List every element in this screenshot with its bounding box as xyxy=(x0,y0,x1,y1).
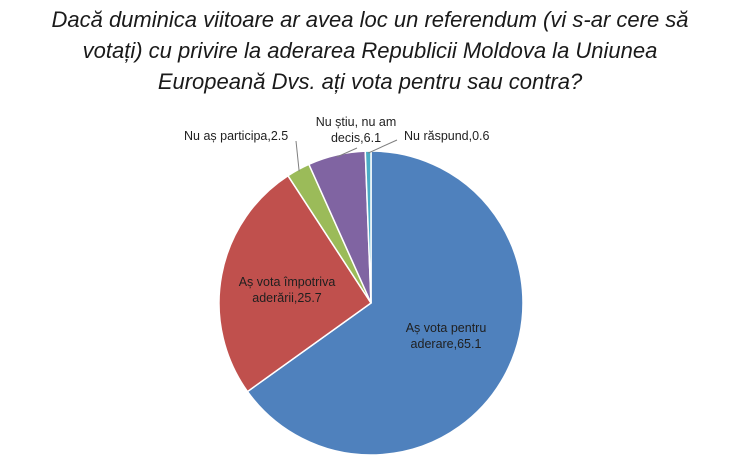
pie-slice-nu-raspund-label: Nu răspund,0.6 xyxy=(404,129,490,143)
pie-slice-nu-stiu-label-line-1: Nu știu, nu am xyxy=(316,115,397,129)
pie-slice-as-vota-pentru-aderare-label-line-1: Aș vota pentru xyxy=(406,321,487,335)
pie-slice-as-vota-impotriva-aderarii-label-line-1: Aș vota împotriva xyxy=(239,275,336,289)
pie-slice-nu-stiu-label: Nu știu, nu am decis,6.1 xyxy=(316,115,397,145)
pie-slice-nu-raspund xyxy=(364,150,372,304)
pie-slice-nu-as-participa-label-line-1: Nu aș participa,2.5 xyxy=(184,129,288,143)
pie-slice-as-vota-impotriva-aderarii-label-line-2: aderării,25.7 xyxy=(252,291,322,305)
pie-slice-as-vota-impotriva-aderarii-label: Aș vota împotriva aderării,25.7 xyxy=(239,275,336,305)
pie-slice-nu-stiu-leader-line xyxy=(336,147,358,158)
chart-title-line-1: Dacă duminica viitoare ar avea loc un re… xyxy=(51,7,689,32)
pie-slice-nu-raspund-leader-line xyxy=(367,139,398,154)
pie-slice-nu-stiu-label-line-2: decis,6.1 xyxy=(331,131,381,145)
chart-title-line-3: Europeană Dvs. ați vota pentru sau contr… xyxy=(157,69,583,94)
pie-slice-as-vota-impotriva-aderarii xyxy=(218,174,373,393)
pie-slice-as-vota-pentru-aderare xyxy=(246,150,524,456)
pie-slice-as-vota-pentru-aderare-label: Aș vota pentru aderare,65.1 xyxy=(406,321,487,351)
pie-slice-as-vota-pentru-aderare-label-line-2: aderare,65.1 xyxy=(411,337,482,351)
pie-slice-nu-as-participa-leader-line xyxy=(295,140,300,172)
pie-slice-nu-as-participa-label: Nu aș participa,2.5 xyxy=(184,129,288,143)
pie-slice-nu-raspund-label-line-1: Nu răspund,0.6 xyxy=(404,129,490,143)
chart-title: Dacă duminica viitoare ar avea loc un re… xyxy=(0,4,740,97)
chart-title-line-2: votați) cu privire la aderarea Republici… xyxy=(82,38,658,63)
